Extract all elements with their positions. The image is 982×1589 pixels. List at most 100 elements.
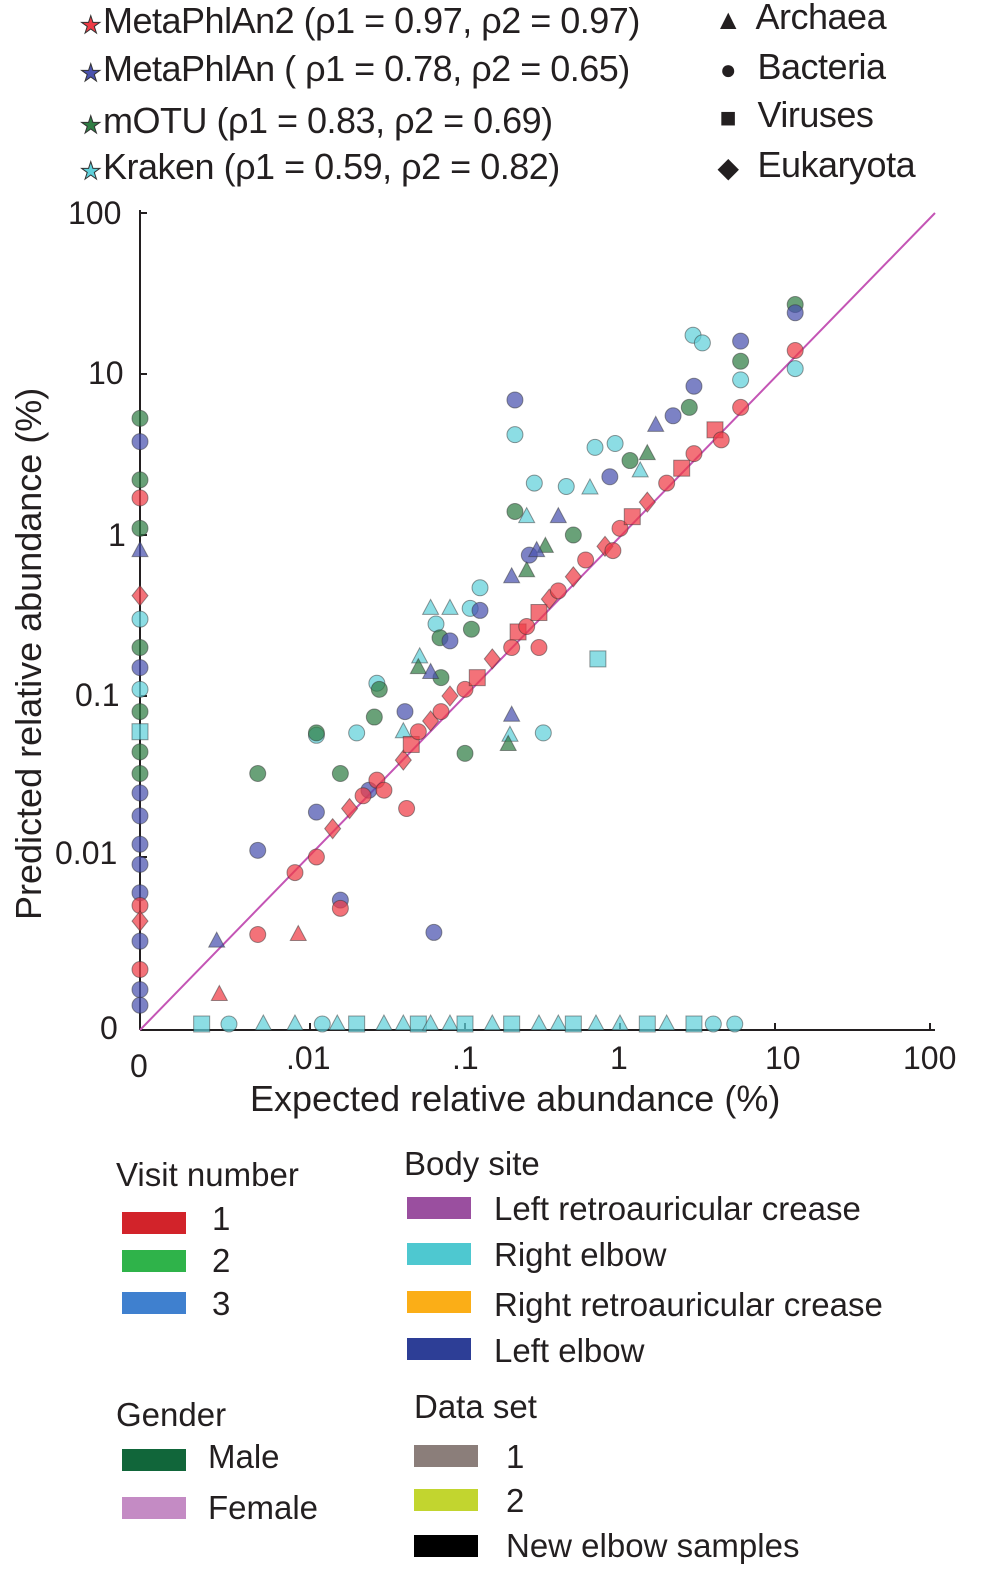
y-axis-label: Predicted relative abundance (%) — [8, 387, 49, 920]
point-kraken-archaea — [657, 1013, 676, 1031]
legend-tool-kraken: ★Kraken (ρ1 = 0.59, ρ2 = 0.82) — [79, 146, 560, 188]
legend-swatch — [407, 1243, 471, 1265]
point-metaphlan-bacteria — [131, 807, 149, 825]
point-metaphlan2-eukaryota — [131, 584, 149, 607]
point-motu-bacteria — [732, 352, 750, 370]
point-kraken-archaea — [581, 477, 599, 495]
y-tick-label: 10 — [88, 355, 124, 391]
point-motu-archaea — [499, 734, 518, 751]
point-metaphlan-bacteria — [664, 407, 682, 425]
legend-title-data-set: Data set — [414, 1388, 537, 1425]
legend-label: 3 — [212, 1285, 231, 1322]
legend-swatch — [414, 1535, 478, 1557]
legend-tool-motu: ★mOTU (ρ1 = 0.83, ρ2 = 0.69) — [79, 100, 553, 142]
point-kraken-viruses — [638, 1015, 656, 1033]
point-metaphlan-archaea — [549, 506, 568, 524]
point-kraken-bacteria — [557, 478, 575, 496]
point-kraken-bacteria — [506, 426, 524, 444]
diagonal-line — [139, 212, 936, 1031]
legend-swatch — [122, 1292, 186, 1314]
point-kraken-archaea — [328, 1013, 347, 1031]
point-metaphlan2-bacteria — [375, 781, 393, 799]
point-metaphlan2-bacteria — [409, 723, 427, 741]
point-kraken-bacteria — [786, 360, 804, 378]
legend-title-gender: Gender — [116, 1396, 227, 1433]
point-motu-bacteria — [131, 765, 149, 783]
point-kraken-viruses — [564, 1015, 582, 1033]
point-metaphlan2-viruses — [623, 508, 641, 526]
point-metaphlan2-eukaryota — [638, 491, 656, 513]
point-metaphlan2-bacteria — [518, 618, 536, 636]
point-motu-bacteria — [307, 724, 325, 742]
point-motu-archaea — [517, 560, 536, 578]
point-kraken-viruses — [193, 1015, 211, 1033]
point-metaphlan2-bacteria — [354, 787, 372, 805]
legend-label: mOTU (ρ1 = 0.83, ρ2 = 0.69) — [103, 100, 553, 141]
point-kraken-viruses — [589, 650, 607, 668]
point-motu-bacteria — [131, 639, 149, 657]
point-metaphlan2-viruses — [468, 669, 486, 687]
legend-tool-metaphlan2: ★MetaPhlAn2 (ρ1 = 0.97, ρ2 = 0.97) — [79, 0, 640, 42]
point-metaphlan2-bacteria — [131, 961, 149, 979]
legend-swatch — [407, 1197, 471, 1219]
point-kraken-archaea — [517, 506, 536, 524]
point-metaphlan2-eukaryota — [340, 797, 359, 820]
point-metaphlan-archaea — [502, 566, 521, 584]
point-metaphlan2-bacteria — [732, 398, 750, 416]
legend-label: Male — [208, 1438, 280, 1475]
legend-shape-archaea: ▲ Archaea — [708, 0, 886, 38]
point-kraken-archaea — [394, 1013, 413, 1031]
star-icon: ★ — [79, 12, 102, 40]
point-metaphlan2-bacteria — [786, 341, 804, 359]
legend-label: Left retroauricular crease — [494, 1190, 861, 1227]
legend-label: MetaPhlAn2 (ρ1 = 0.97, ρ2 = 0.97) — [103, 0, 640, 41]
point-kraken-archaea — [394, 721, 413, 739]
point-kraken-bacteria — [348, 724, 366, 742]
square-icon: ■ — [719, 102, 737, 133]
point-motu-archaea — [409, 657, 428, 675]
x-axis-label: Expected relative abundance (%) — [250, 1078, 781, 1119]
legend-title-body-site: Body site — [404, 1145, 540, 1182]
legend-swatch — [122, 1212, 186, 1234]
legend-label: 1 — [212, 1200, 231, 1237]
point-motu-bacteria — [462, 620, 480, 638]
point-metaphlan-bacteria — [732, 332, 750, 350]
point-kraken-bacteria — [534, 724, 552, 742]
point-metaphlan-bacteria — [131, 659, 149, 677]
point-kraken-archaea — [441, 598, 459, 615]
point-metaphlan-bacteria — [425, 923, 443, 941]
legend-swatch — [414, 1445, 478, 1467]
x-tick-label: .1 — [452, 1040, 479, 1076]
point-metaphlan2-bacteria — [577, 551, 595, 569]
legend-label: 2 — [506, 1482, 525, 1519]
legend-shape-eukaryota: ◆ Eukaryota — [708, 144, 915, 186]
point-metaphlan2-bacteria — [307, 848, 325, 866]
point-kraken-bacteria — [704, 1015, 722, 1033]
point-kraken-bacteria — [726, 1015, 744, 1033]
point-kraken-archaea — [441, 1013, 459, 1031]
x-tick-label: 100 — [903, 1040, 957, 1076]
legend-label: Eukaryota — [757, 144, 916, 185]
point-kraken-archaea — [631, 460, 650, 478]
point-metaphlan2-bacteria — [331, 899, 349, 917]
point-motu-bacteria — [331, 765, 349, 783]
point-kraken-archaea — [611, 1013, 629, 1031]
point-kraken-archaea — [286, 1013, 304, 1031]
x-tick-label: .01 — [286, 1040, 331, 1076]
point-metaphlan-archaea — [646, 415, 665, 432]
point-motu-bacteria — [131, 519, 149, 537]
point-kraken-archaea — [421, 1013, 440, 1031]
point-motu-bacteria — [370, 680, 388, 698]
legend-label: Archaea — [755, 0, 887, 37]
legend-label: Right elbow — [494, 1236, 667, 1273]
point-metaphlan-bacteria — [601, 468, 619, 486]
point-motu-bacteria — [365, 708, 383, 726]
legend-swatch — [414, 1489, 478, 1511]
legend-label: Right retroauricular crease — [494, 1286, 883, 1323]
point-motu-bacteria — [131, 409, 149, 427]
point-metaphlan-archaea — [131, 540, 149, 558]
point-motu-archaea — [536, 536, 555, 553]
point-metaphlan2-bacteria — [131, 489, 149, 507]
point-metaphlan2-viruses — [530, 604, 548, 622]
circle-icon: ● — [719, 54, 737, 85]
